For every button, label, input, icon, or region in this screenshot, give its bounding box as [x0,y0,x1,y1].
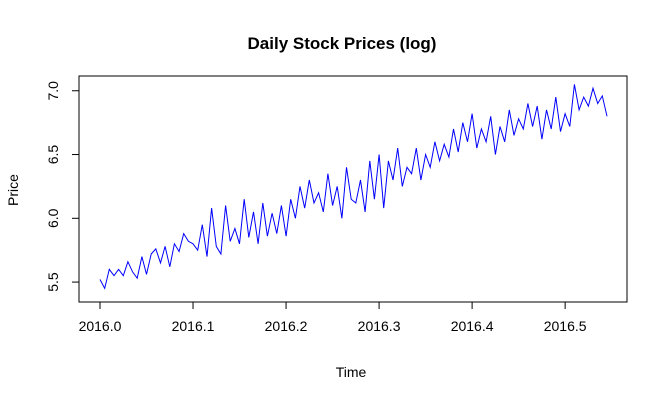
y-tick-label: 7.0 [45,81,61,101]
x-tick-label: 2016.1 [172,318,215,334]
x-tick-label: 2016.4 [451,318,494,334]
x-tick-label: 2016.5 [544,318,587,334]
y-axis-label: Price [5,174,21,206]
x-tick-label: 2016.2 [265,318,308,334]
chart-title: Daily Stock Prices (log) [248,34,437,53]
y-tick-label: 6.5 [45,145,61,165]
y-axis: 5.5 6.0 6.5 7.0 [45,81,80,292]
y-tick-label: 5.5 [45,272,61,292]
x-tick-label: 2016.0 [79,318,122,334]
x-tick-label: 2016.3 [358,318,401,334]
plot-area-border [78,75,628,303]
price-series-line [99,84,608,290]
x-axis-label: Time [336,364,367,380]
x-axis: 2016.0 2016.1 2016.2 2016.3 2016.4 2016.5 [79,301,587,334]
y-tick-label: 6.0 [45,208,61,228]
